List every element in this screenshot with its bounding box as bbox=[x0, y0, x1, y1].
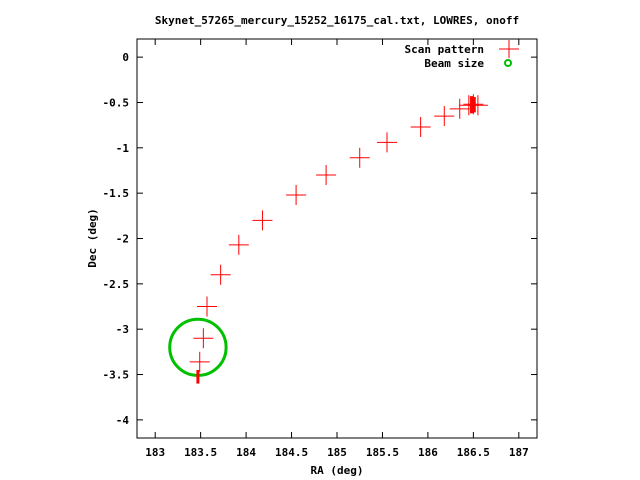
scan-point-7 bbox=[316, 165, 337, 186]
legend-label-scan-pattern: Scan pattern bbox=[405, 43, 484, 56]
beam-size-circle bbox=[168, 317, 228, 377]
scan-point-8 bbox=[349, 147, 370, 168]
scan-point-5 bbox=[252, 210, 273, 231]
y-tick-label-1: -0.5 bbox=[103, 96, 130, 109]
x-tick-label-7: 186.5 bbox=[457, 446, 490, 459]
y-axis-label: Dec (deg) bbox=[86, 208, 99, 268]
y-tick-label-8: -4 bbox=[116, 414, 130, 427]
scan-point-1 bbox=[193, 328, 214, 349]
x-tick-label-5: 185.5 bbox=[366, 446, 399, 459]
scan-point-14 bbox=[463, 94, 484, 115]
y-tick-label-5: -2.5 bbox=[103, 278, 130, 291]
plot-area bbox=[168, 94, 488, 384]
legend-label-beam-size: Beam size bbox=[424, 57, 484, 70]
x-tick-label-6: 186 bbox=[418, 446, 438, 459]
x-tick-label-1: 183.5 bbox=[184, 446, 217, 459]
scan-point-3 bbox=[210, 264, 231, 285]
legend-symbol-beam-size bbox=[504, 59, 512, 67]
scan-point-6 bbox=[286, 184, 307, 205]
y-tick-label-7: -3.5 bbox=[103, 369, 130, 382]
x-tick-label-4: 185 bbox=[327, 446, 347, 459]
x-tick-label-8: 187 bbox=[509, 446, 529, 459]
x-axis-ticks: 183 183.5 184 184.5 185 185.5 186 186.5 187 bbox=[145, 39, 529, 459]
scan-point-12 bbox=[449, 98, 470, 119]
scan-point-0 bbox=[189, 351, 210, 372]
scan-point-9 bbox=[377, 132, 397, 153]
legend: Scan pattern Beam size bbox=[405, 40, 519, 70]
scan-point-15 bbox=[467, 95, 488, 116]
scan-point-11 bbox=[434, 106, 455, 127]
y-tick-label-3: -1.5 bbox=[103, 187, 130, 200]
scan-point-4 bbox=[228, 234, 249, 255]
x-tick-label-0: 183 bbox=[145, 446, 165, 459]
y-tick-label-4: -2 bbox=[116, 233, 129, 246]
x-tick-label-2: 184 bbox=[236, 446, 256, 459]
y-axis-ticks: 0 -0.5 -1 -1.5 -2 -2.5 -3 -3.5 -4 bbox=[103, 51, 537, 427]
y-tick-label-2: -1 bbox=[116, 142, 130, 155]
x-axis-label: RA (deg) bbox=[311, 464, 364, 477]
scan-point-2 bbox=[197, 296, 217, 317]
legend-symbol-scan-pattern bbox=[499, 40, 519, 58]
x-tick-label-3: 184.5 bbox=[275, 446, 308, 459]
y-tick-label-6: -3 bbox=[116, 323, 129, 336]
scan-point-10 bbox=[410, 116, 431, 137]
chart-title: Skynet_57265_mercury_15252_16175_cal.txt… bbox=[155, 14, 519, 27]
y-tick-label-0: 0 bbox=[122, 51, 129, 64]
